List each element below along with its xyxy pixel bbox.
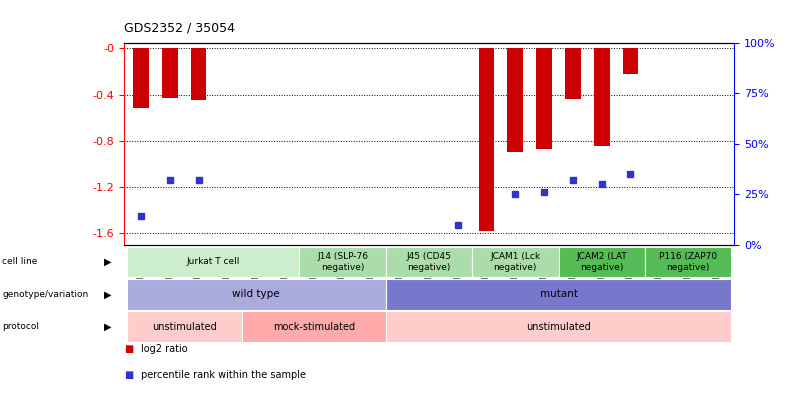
Text: protocol: protocol xyxy=(2,322,39,331)
Text: genotype/variation: genotype/variation xyxy=(2,290,89,299)
Text: J45 (CD45
negative): J45 (CD45 negative) xyxy=(406,252,452,272)
Text: unstimulated: unstimulated xyxy=(152,322,216,332)
Bar xyxy=(594,48,610,145)
Text: ■: ■ xyxy=(124,370,133,380)
Text: log2 ratio: log2 ratio xyxy=(141,344,188,354)
Text: ▶: ▶ xyxy=(104,289,112,299)
Bar xyxy=(191,48,207,100)
Bar xyxy=(565,48,581,99)
Text: wild type: wild type xyxy=(232,289,280,299)
Text: J14 (SLP-76
negative): J14 (SLP-76 negative) xyxy=(317,252,368,272)
Text: mutant: mutant xyxy=(539,289,578,299)
Bar xyxy=(133,48,149,109)
Bar xyxy=(479,48,495,231)
Text: unstimulated: unstimulated xyxy=(526,322,591,332)
Text: JCAM1 (Lck
negative): JCAM1 (Lck negative) xyxy=(490,252,540,272)
Bar xyxy=(508,48,523,152)
Bar xyxy=(536,48,552,149)
Bar xyxy=(622,48,638,74)
Text: cell line: cell line xyxy=(2,258,38,266)
Bar xyxy=(162,48,178,98)
Text: ▶: ▶ xyxy=(104,322,112,332)
Text: GDS2352 / 35054: GDS2352 / 35054 xyxy=(124,21,235,34)
Text: JCAM2 (LAT
negative): JCAM2 (LAT negative) xyxy=(576,252,627,272)
Text: Jurkat T cell: Jurkat T cell xyxy=(186,258,239,266)
Text: ▶: ▶ xyxy=(104,257,112,267)
Text: mock-stimulated: mock-stimulated xyxy=(273,322,355,332)
Text: percentile rank within the sample: percentile rank within the sample xyxy=(141,370,306,380)
Text: P116 (ZAP70
negative): P116 (ZAP70 negative) xyxy=(659,252,717,272)
Text: ■: ■ xyxy=(124,344,133,354)
